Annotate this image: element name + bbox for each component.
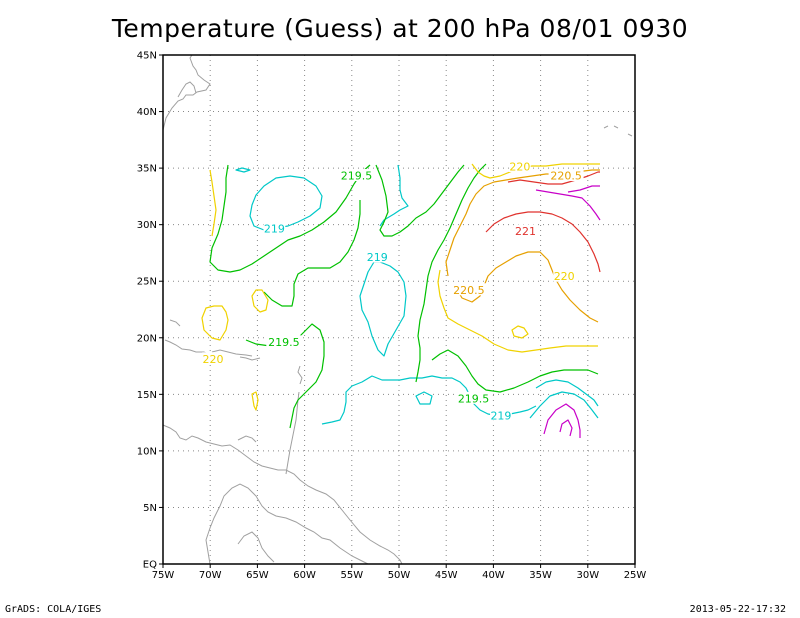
x-tick-label: 45W [435, 570, 458, 581]
contour-line [535, 379, 599, 407]
contour-line [535, 189, 601, 221]
y-tick-label: 20N [137, 333, 157, 344]
contour-label-bg [490, 408, 512, 421]
x-axis-ticks: 75W 70W 65W 60W 55W 50W 45W 40W 35W 30W 25W [152, 564, 647, 581]
coastline-segment [603, 125, 609, 129]
y-axis-ticks: EQ 5N 10N 15N 20N 25N 30N 35N 40N 45N [137, 51, 163, 571]
contour-label-bg [548, 169, 584, 182]
contour-line [437, 269, 598, 353]
x-tick-label: 40W [482, 570, 505, 581]
x-tick-label: 75W [152, 570, 175, 581]
coastline-segment [169, 319, 181, 327]
contour-label: 219.5 [458, 392, 490, 405]
coastline-segment [211, 349, 253, 357]
contour-label: 220.5 [550, 170, 582, 183]
contour-line [415, 163, 487, 383]
x-tick-label: 25W [624, 570, 647, 581]
contour-line [567, 185, 600, 193]
coastline-segment [297, 365, 303, 385]
contour-label: 219.5 [341, 170, 373, 183]
contour-line [507, 171, 600, 185]
contour-label-bg [451, 283, 487, 296]
contour-line [251, 289, 269, 313]
contour-line [251, 391, 259, 411]
coastline-segment [205, 483, 369, 565]
footer-timestamp: 2013-05-22-17:32 [689, 604, 786, 615]
contour-label: 220.5 [453, 284, 485, 297]
contour-line [263, 200, 361, 307]
coastline-segment [613, 125, 619, 129]
y-tick-label: 15N [137, 390, 157, 401]
map-title: Temperature (Guess) at 200 hPa 08/01 093… [111, 14, 689, 43]
y-tick-label: 30N [137, 220, 157, 231]
x-tick-label: 35W [529, 570, 552, 581]
contour-label: 220 [509, 160, 530, 173]
coastline-segment [627, 133, 633, 137]
contour-label: 220 [554, 270, 575, 283]
contour-line [379, 164, 409, 227]
contour-label-bg [366, 250, 389, 263]
coastlines [162, 54, 633, 565]
contour-label: 219 [490, 409, 511, 422]
coastline-segment [162, 54, 211, 131]
x-tick-label: 65W [246, 570, 269, 581]
contour-line [235, 167, 251, 173]
contour-label-bg [508, 159, 531, 172]
contour-line [485, 211, 601, 273]
contour-line [201, 305, 229, 341]
coastline-segment [164, 339, 211, 356]
y-tick-label: EQ [143, 560, 157, 571]
contour-line [209, 169, 217, 237]
contour-label: 220 [203, 353, 224, 366]
x-tick-label: 70W [199, 570, 222, 581]
contour-label-bg [339, 169, 375, 182]
contour-label: 219.5 [268, 336, 300, 349]
contour-line [511, 325, 529, 339]
contour-label: 221 [515, 225, 536, 238]
contour-line [359, 261, 407, 357]
contour-label-bg [514, 224, 537, 237]
x-tick-label: 55W [340, 570, 363, 581]
y-tick-label: 45N [137, 51, 157, 62]
y-tick-label: 5N [143, 503, 157, 514]
coastline-segment [162, 424, 403, 565]
y-tick-label: 25N [137, 277, 157, 288]
y-tick-label: 10N [137, 446, 157, 457]
contour-label-bg [266, 335, 302, 348]
x-tick-label: 30W [576, 570, 599, 581]
contour-line [415, 391, 433, 405]
contour-line [559, 419, 573, 437]
contour-line [249, 175, 323, 231]
contour-line [209, 164, 371, 273]
coastline-segment [177, 81, 197, 98]
contour-line [431, 349, 599, 393]
coastline-segment [237, 531, 275, 563]
contour-label-bg [202, 352, 224, 365]
footer-software-credit: GrADS: COLA/IGES [5, 604, 102, 615]
contour-label-bg [553, 269, 576, 282]
contour-label: 219 [264, 223, 285, 236]
coastline-segment [239, 356, 261, 361]
contour-labels: 219.5219219220220.5221220220.5219.522021… [202, 159, 584, 422]
contour-label-bg [456, 391, 492, 404]
contour-label: 219 [367, 251, 388, 264]
contour-line [455, 251, 599, 323]
contour-line [375, 164, 465, 237]
y-tick-label: 40N [137, 107, 157, 118]
contour-line [543, 403, 581, 438]
contour-label-bg [263, 222, 286, 235]
coastline-segment [237, 435, 257, 443]
x-tick-label: 60W [293, 570, 316, 581]
contour-line [529, 391, 599, 419]
x-tick-label: 50W [388, 570, 411, 581]
y-tick-label: 35N [137, 164, 157, 175]
coastline-segment [285, 391, 300, 475]
